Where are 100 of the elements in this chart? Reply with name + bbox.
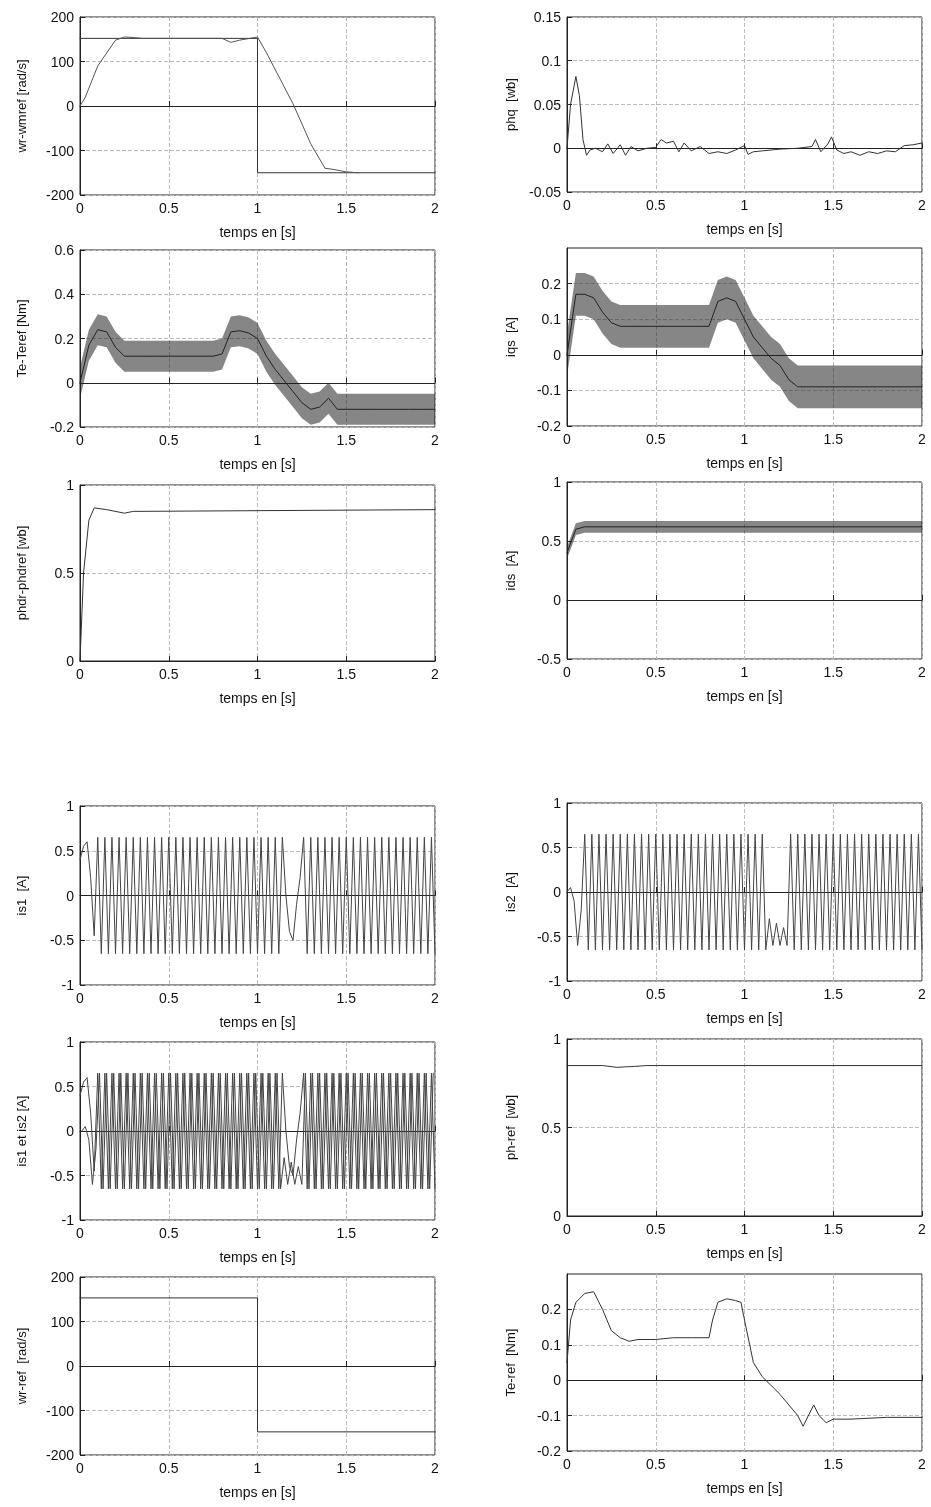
y-tick-label: -0.2 [49,419,75,435]
x-tick-label: 0.5 [646,431,666,447]
y-axis-title: ids [A] [503,550,518,591]
x-tick-label: 0.5 [646,1221,666,1237]
y-tick-label: -0.2 [536,1443,562,1459]
x-axis-title: temps en [s] [706,455,783,471]
x-axis-title: temps en [s] [219,456,296,472]
y-tick-label: 0 [66,653,75,669]
x-tick-label: 1 [253,200,262,216]
x-tick-label: 1 [253,666,262,682]
x-tick-label: 0 [563,664,572,680]
y-axis-title: phq [wb] [503,78,518,131]
y-tick-label: 0.1 [541,52,562,69]
x-tick-label: 1.5 [336,200,357,216]
x-tick-label: 0 [563,1221,572,1237]
x-tick-label: 2 [918,431,927,447]
y-tick-label: -0.2 [536,418,562,434]
x-axis-title: temps en [s] [706,1245,783,1261]
y-tick-label: -0.5 [536,928,562,945]
x-tick-label: 2 [918,664,927,680]
y-axis-title: is1 [A] [14,875,29,916]
y-tick-label: -0.5 [49,1167,75,1184]
x-tick-label: 1.5 [336,1225,357,1241]
x-tick-label: 0 [76,990,85,1006]
y-tick-label: 0 [66,98,75,114]
x-tick-label: 0.5 [159,1460,179,1476]
x-tick-label: 0.5 [159,200,179,216]
x-axis-title: temps en [s] [706,221,783,237]
y-tick-label: 0.5 [54,842,75,859]
y-axis-title: wr-wmref [rad/s] [14,59,29,154]
x-tick-label: 2 [431,1460,440,1476]
y-tick-label: -0.1 [536,1407,562,1424]
y-tick-label: 1 [66,477,75,493]
x-tick-label: 0 [76,432,85,448]
y-tick-label: -200 [45,187,75,203]
x-tick-label: 2 [918,1221,927,1237]
y-tick-label: 0.15 [533,9,562,25]
y-tick-label: 0.2 [541,275,562,292]
y-axis-title: Te-Teref [Nm] [14,299,29,378]
x-tick-label: 0.5 [646,986,666,1002]
y-tick-label: 100 [50,1313,75,1330]
x-tick-label: 1.5 [823,664,844,680]
x-axis-title: temps en [s] [706,1480,783,1496]
x-tick-label: 2 [431,990,440,1006]
y-tick-label: 1 [66,798,75,814]
y-axis-title: is2 [A] [503,872,518,912]
y-tick-label: 0.2 [54,330,75,347]
y-tick-label: 1 [553,1031,562,1047]
x-tick-label: 1 [740,986,749,1002]
x-tick-label: 0.5 [159,990,179,1006]
x-tick-label: 1.5 [823,431,844,447]
x-tick-label: 1.5 [823,986,844,1002]
x-tick-label: 0.5 [159,666,179,682]
x-tick-label: 1.5 [823,1221,844,1237]
y-tick-label: 0.1 [541,1336,562,1353]
y-tick-label: 0.05 [533,96,562,113]
x-tick-label: 1 [740,197,749,213]
x-tick-label: 0 [563,431,572,447]
y-tick-label: 0 [553,1208,562,1224]
x-tick-label: 1.5 [336,432,357,448]
x-tick-label: 1.5 [336,666,357,682]
y-tick-label: 0.5 [54,565,75,581]
x-tick-label: 0.5 [159,432,179,448]
x-tick-label: 0.5 [646,664,666,680]
y-tick-label: 1 [66,1034,75,1050]
y-tick-label: 200 [50,1269,75,1285]
y-tick-label: 0 [553,346,562,363]
x-tick-label: 0.5 [646,1456,666,1472]
x-tick-label: 1 [740,1221,749,1237]
x-tick-label: 2 [918,197,927,213]
y-tick-label: -1 [548,973,562,989]
y-tick-label: -100 [45,142,75,159]
y-tick-label: 0.5 [541,1119,562,1136]
y-tick-label: 0 [553,592,562,608]
y-tick-label: 0.1 [541,311,562,328]
y-tick-label: 0 [66,887,75,904]
y-axis-title: wr-ref [rad/s] [14,1327,29,1406]
x-tick-label: 0 [76,1225,85,1241]
y-tick-label: -1 [61,1212,75,1228]
x-tick-label: 1 [253,1225,262,1241]
x-axis-title: temps en [s] [219,1249,296,1265]
y-tick-label: 0 [553,1372,562,1389]
y-tick-label: 0 [553,140,562,157]
y-tick-label: -100 [45,1402,75,1419]
x-axis-title: temps en [s] [706,1010,783,1026]
x-axis-title: temps en [s] [219,1484,296,1500]
x-tick-label: 2 [431,432,440,448]
x-tick-label: 1 [740,1456,749,1472]
y-tick-label: 0.5 [541,839,562,856]
x-tick-label: 0 [76,666,85,682]
y-tick-label: 0 [66,374,75,391]
y-tick-label: 1 [553,795,562,811]
y-tick-label: 200 [50,9,75,25]
y-tick-label: 0.5 [541,533,562,549]
x-tick-label: 0 [563,1456,572,1472]
y-tick-label: -0.05 [529,184,562,200]
x-tick-label: 0.5 [159,1225,179,1241]
x-tick-label: 1 [253,432,262,448]
y-tick-label: -200 [45,1447,75,1463]
y-tick-label: 100 [50,53,75,70]
